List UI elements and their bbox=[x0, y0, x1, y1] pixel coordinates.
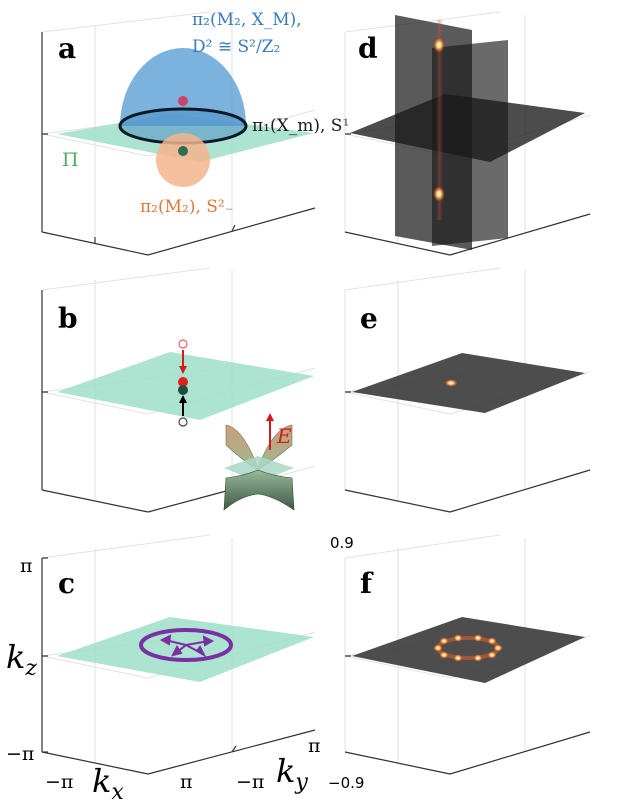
E-arrowhead bbox=[266, 413, 274, 421]
purple-ring bbox=[139, 628, 233, 662]
ky-max-tick: π bbox=[308, 735, 321, 757]
kx-max-tick: π bbox=[180, 771, 193, 793]
glow-spot-4 bbox=[473, 634, 483, 642]
ky-sub: y bbox=[294, 770, 308, 795]
panel-c: c π −π kz −π π kx −π π ky bbox=[6, 534, 321, 805]
kx-sub: x bbox=[111, 780, 124, 805]
panel-b-lower-hollow bbox=[178, 417, 188, 427]
panel-c-axes bbox=[41, 557, 316, 775]
glow-spot-3 bbox=[453, 634, 463, 642]
lower-cone bbox=[223, 469, 295, 511]
ring-arrows bbox=[159, 634, 215, 658]
kz-k: k bbox=[6, 638, 25, 676]
panel-f-letter: f bbox=[360, 567, 374, 600]
panel-a-letter: a bbox=[58, 32, 76, 65]
panel-b-axes bbox=[41, 290, 231, 513]
inset-plane bbox=[224, 456, 294, 482]
kx-axis-title: kx bbox=[92, 762, 124, 805]
panel-a: a π₂(M₂, X_M), D² ≅ S²/Z₂ π₁(X_m), S¹ Π … bbox=[41, 10, 349, 256]
upper-point bbox=[178, 96, 188, 106]
ky-min-tick: −π bbox=[236, 771, 264, 793]
E-label: E bbox=[276, 424, 292, 448]
panel-d-upper-glow bbox=[433, 37, 445, 53]
panel-f-plane bbox=[352, 617, 585, 683]
panel-d-lower-glow bbox=[433, 186, 445, 202]
panel-b-black-arrowhead bbox=[179, 395, 187, 403]
panel-a-axes bbox=[41, 32, 316, 256]
glow-spot-10 bbox=[439, 651, 449, 659]
colorbar-min: −0.9 bbox=[328, 774, 364, 792]
panel-b-upper-hollow bbox=[178, 339, 188, 349]
kx-k: k bbox=[92, 762, 111, 800]
kz-min-tick: −π bbox=[6, 743, 34, 765]
kz-axis-title: kz bbox=[6, 638, 37, 681]
glow-spot-6 bbox=[493, 644, 503, 652]
hemisphere bbox=[120, 48, 246, 126]
panel-e-plane bbox=[352, 353, 585, 413]
panel-b-letter: b bbox=[58, 302, 78, 335]
glow-spot-7 bbox=[487, 651, 497, 659]
glow-spot-5 bbox=[487, 637, 497, 645]
dirac-cone-inset: E bbox=[223, 413, 295, 511]
panel-e-letter: e bbox=[360, 302, 378, 335]
glow-spot-1 bbox=[433, 644, 443, 652]
panel-c-letter: c bbox=[58, 567, 75, 600]
label-Pi: Π bbox=[62, 149, 79, 171]
panel-d-axes bbox=[344, 133, 591, 256]
label-pi2-MX: π₂(M₂, X_M), bbox=[192, 10, 302, 30]
glow-spot-2 bbox=[439, 637, 449, 645]
panel-e-axes bbox=[344, 391, 591, 513]
label-pi2-M2: π₂(M₂), S²₋ bbox=[140, 197, 234, 217]
panel-b-red-arrowhead bbox=[179, 366, 187, 374]
label-pi1-Xm: π₁(X_m), S¹ bbox=[252, 116, 349, 136]
kz-sub: z bbox=[24, 656, 37, 681]
lower-point bbox=[178, 146, 188, 156]
panel-f-axes bbox=[344, 655, 591, 775]
kx-min-tick: −π bbox=[45, 771, 73, 793]
kz-max-tick: π bbox=[20, 555, 33, 577]
panel-b: E b bbox=[41, 267, 316, 513]
glow-spot-9 bbox=[453, 654, 463, 662]
panel-e: e bbox=[344, 267, 591, 513]
colorbar-max: 0.9 bbox=[330, 534, 354, 552]
hemisphere-base bbox=[120, 109, 246, 143]
panel-b-green-point bbox=[178, 385, 188, 395]
panel-d: d bbox=[344, 11, 591, 256]
glow-ring bbox=[433, 634, 503, 662]
panel-d-plane-kz bbox=[350, 94, 585, 162]
panel-d-letter: d bbox=[358, 32, 378, 65]
panel-d-vertical-band bbox=[436, 20, 443, 220]
panel-e-glow bbox=[444, 379, 458, 387]
panel-b-red-point bbox=[178, 377, 188, 387]
panel-f: f 0.9 −0.9 bbox=[328, 534, 591, 792]
glow-spot-8 bbox=[473, 654, 483, 662]
panel-c-plane bbox=[57, 617, 314, 682]
lower-sphere bbox=[156, 133, 210, 187]
ky-axis-title: ky bbox=[276, 752, 308, 795]
ky-k: k bbox=[276, 752, 295, 790]
label-D2: D² ≅ S²/Z₂ bbox=[192, 37, 280, 57]
